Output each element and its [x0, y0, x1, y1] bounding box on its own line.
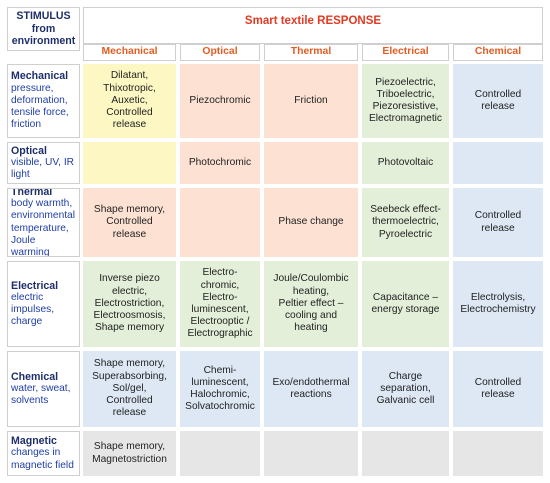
cell-thermal-chemical: Controlled release: [453, 188, 543, 257]
cell-mechanical-mechanical: Dilatant, Thixotropic, Auxetic, Controll…: [83, 64, 176, 138]
cell-magnetic-mechanical: Shape memory, Magnetostriction: [83, 431, 176, 476]
cell-optical-electrical: Photovoltaic: [362, 142, 449, 184]
row-description: electric impulses, charge: [11, 291, 55, 328]
row-description: visible, UV, IR light: [11, 156, 75, 181]
column-header-chemical: Chemical: [453, 44, 543, 61]
row-title: Optical: [11, 144, 47, 157]
cell-optical-mechanical: [83, 142, 176, 184]
row-description: pressure, deformation, tensile force, fr…: [11, 82, 69, 131]
row-description: body warmth, environmental temperature, …: [11, 198, 75, 257]
column-header-electrical: Electrical: [362, 44, 449, 61]
row-header-optical: Optical visible, UV, IR light: [7, 142, 80, 184]
cell-mechanical-thermal: Friction: [264, 64, 358, 138]
cell-thermal-optical: [180, 188, 260, 257]
row-description: water, sweat, solvents: [11, 382, 71, 407]
cell-magnetic-electrical: [362, 431, 449, 476]
row-header-thermal: Thermal body warmth, environmental tempe…: [7, 188, 80, 257]
cell-chemical-mechanical: Shape memory, Superabsorbing, Sol/gel, C…: [83, 351, 176, 427]
stimulus-header: STIMULUS from environment: [7, 7, 80, 51]
cell-mechanical-chemical: Controlled release: [453, 64, 543, 138]
cell-magnetic-thermal: [264, 431, 358, 476]
row-title: Magnetic: [11, 435, 57, 448]
cell-mechanical-electrical: Piezoelectric, Triboelectric, Piezoresis…: [362, 64, 449, 138]
cell-chemical-optical: Chemi- luminescent, Halochromic, Solvato…: [180, 351, 260, 427]
cell-chemical-chemical: Controlled release: [453, 351, 543, 427]
column-header-mechanical: Mechanical: [83, 44, 176, 61]
row-title: Mechanical: [11, 70, 69, 83]
cell-electrical-optical: Electro- chromic, Electro- luminescent, …: [180, 261, 260, 347]
cell-optical-thermal: [264, 142, 358, 184]
cell-electrical-chemical: Electrolysis, Electrochemistry: [453, 261, 543, 347]
column-header-thermal: Thermal: [264, 44, 358, 61]
cell-chemical-thermal: Exo/endothermal reactions: [264, 351, 358, 427]
cell-mechanical-optical: Piezochromic: [180, 64, 260, 138]
cell-electrical-mechanical: Inverse piezo electric, Electrostriction…: [83, 261, 176, 347]
row-header-mechanical: Mechanical pressure, deformation, tensil…: [7, 64, 80, 138]
cell-thermal-electrical: Seebeck effect- thermoelectric, Pyroelec…: [362, 188, 449, 257]
cell-magnetic-chemical: [453, 431, 543, 476]
row-header-chemical: Chemical water, sweat, solvents: [7, 351, 80, 427]
cell-electrical-electrical: Capacitance – energy storage: [362, 261, 449, 347]
cell-optical-optical: Photochromic: [180, 142, 260, 184]
cell-electrical-thermal: Joule/Coulombic heating, Peltier effect …: [264, 261, 358, 347]
response-title: Smart textile RESPONSE: [83, 7, 543, 44]
cell-optical-chemical: [453, 142, 543, 184]
cell-magnetic-optical: [180, 431, 260, 476]
row-title: Electrical: [11, 279, 59, 292]
cell-thermal-mechanical: Shape memory, Controlled release: [83, 188, 176, 257]
row-header-magnetic: Magnetic changes in magnetic field: [7, 431, 80, 476]
row-header-electrical: Electrical electric impulses, charge: [7, 261, 80, 347]
row-title: Chemical: [11, 370, 59, 383]
row-title: Thermal: [11, 188, 53, 198]
column-header-optical: Optical: [180, 44, 260, 61]
cell-chemical-electrical: Charge separation, Galvanic cell: [362, 351, 449, 427]
cell-thermal-thermal: Phase change: [264, 188, 358, 257]
row-description: changes in magnetic field: [11, 447, 74, 471]
